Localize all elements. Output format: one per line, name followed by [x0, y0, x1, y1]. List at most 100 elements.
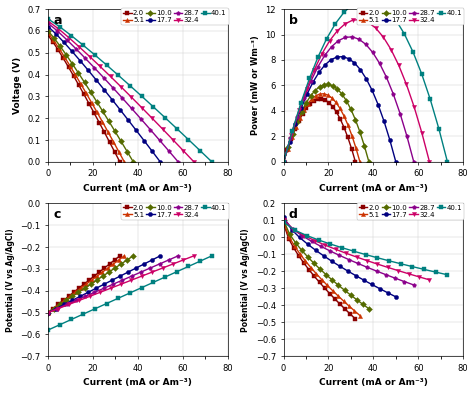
28.7	[342, 35, 348, 40]
32.4	[66, 302, 72, 307]
32.4	[296, 108, 302, 113]
Line: 40.1: 40.1	[282, 0, 449, 164]
17.7	[340, 54, 346, 59]
17.7	[353, 273, 359, 278]
Line: 28.7: 28.7	[282, 35, 416, 164]
2.0	[332, 297, 338, 301]
40.1	[185, 137, 191, 142]
10.0	[299, 109, 304, 114]
5.1	[345, 123, 351, 127]
28.7	[166, 149, 172, 153]
32.4	[76, 44, 82, 49]
10.0	[287, 232, 292, 237]
40.1	[45, 328, 51, 332]
5.1	[121, 160, 127, 164]
10.0	[45, 29, 51, 33]
10.0	[100, 274, 106, 279]
2.0	[76, 83, 82, 88]
28.7	[175, 253, 181, 258]
28.7	[377, 61, 383, 66]
2.0	[291, 246, 297, 251]
10.0	[57, 302, 63, 307]
10.0	[330, 84, 336, 88]
10.0	[335, 87, 340, 92]
40.1	[386, 259, 392, 263]
40.1	[92, 307, 98, 311]
10.0	[70, 294, 75, 299]
40.1	[384, 7, 390, 12]
5.1	[346, 304, 352, 309]
5.1	[78, 286, 83, 291]
17.7	[346, 56, 351, 61]
2.0	[61, 56, 66, 61]
40.1	[401, 31, 407, 36]
17.7	[377, 286, 383, 291]
40.1	[80, 312, 86, 316]
28.7	[315, 64, 321, 69]
5.1	[121, 253, 127, 258]
10.0	[82, 80, 87, 85]
32.4	[191, 160, 197, 164]
10.0	[366, 160, 372, 164]
40.1	[209, 253, 215, 258]
28.7	[404, 134, 410, 139]
28.7	[147, 266, 153, 270]
2.0	[284, 147, 290, 152]
28.7	[73, 46, 79, 51]
17.7	[141, 138, 147, 143]
17.7	[125, 270, 131, 274]
28.7	[175, 160, 181, 164]
5.1	[325, 93, 331, 97]
28.7	[308, 79, 314, 83]
40.1	[350, 2, 356, 7]
5.1	[337, 106, 343, 110]
Line: 5.1: 5.1	[46, 31, 127, 164]
17.7	[387, 138, 393, 143]
5.1	[333, 100, 338, 105]
17.7	[77, 294, 83, 299]
28.7	[356, 37, 362, 42]
10.0	[317, 84, 322, 89]
40.1	[174, 126, 180, 131]
5.1	[67, 63, 73, 68]
32.4	[149, 270, 155, 274]
10.0	[94, 99, 100, 104]
2.0	[347, 312, 353, 316]
32.4	[354, 255, 359, 259]
28.7	[166, 257, 172, 262]
40.1	[375, 0, 381, 5]
17.7	[369, 88, 375, 93]
5.1	[45, 31, 51, 35]
5.1	[100, 119, 105, 124]
5.1	[297, 116, 302, 120]
5.1	[329, 95, 335, 100]
10.0	[360, 302, 365, 307]
5.1	[321, 92, 327, 96]
10.0	[293, 241, 299, 245]
10.0	[299, 248, 305, 253]
32.4	[343, 251, 349, 255]
10.0	[303, 101, 309, 105]
28.7	[64, 302, 69, 307]
28.7	[147, 127, 153, 132]
Line: 32.4: 32.4	[46, 254, 196, 315]
40.1	[115, 296, 121, 301]
32.4	[335, 28, 340, 33]
28.7	[397, 111, 403, 116]
40.1	[358, 0, 364, 3]
2.0	[281, 222, 286, 226]
32.4	[333, 247, 338, 252]
32.4	[291, 228, 297, 232]
Line: 2.0: 2.0	[46, 254, 122, 315]
28.7	[101, 286, 107, 291]
Line: 32.4: 32.4	[282, 219, 431, 282]
10.0	[124, 149, 130, 154]
2.0	[306, 268, 312, 272]
28.7	[294, 114, 300, 119]
5.1	[51, 38, 56, 42]
5.1	[110, 262, 116, 266]
10.0	[317, 267, 323, 272]
17.7	[53, 31, 59, 36]
32.4	[406, 272, 411, 276]
5.1	[357, 160, 363, 164]
